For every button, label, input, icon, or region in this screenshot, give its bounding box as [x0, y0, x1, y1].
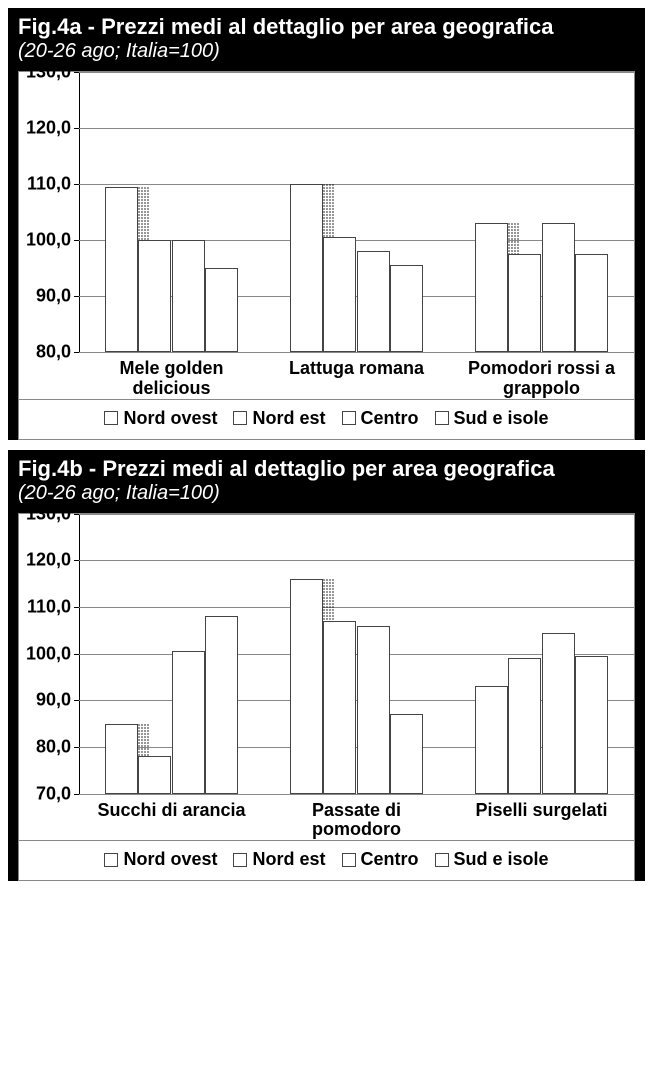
- legend-item: Nord ovest: [104, 408, 217, 429]
- chart-fig4b: Fig.4b - Prezzi medi al dettaglio per ar…: [8, 450, 645, 882]
- y-tick-label: 90,0: [36, 690, 71, 711]
- chart-b-subtitle: (20-26 ago; Italia=100): [8, 482, 645, 513]
- legend-item: Nord est: [233, 408, 325, 429]
- legend-label: Nord ovest: [123, 849, 217, 870]
- legend-item: Centro: [342, 408, 419, 429]
- chart-a-title: Fig.4a - Prezzi medi al dettaglio per ar…: [8, 8, 645, 40]
- bar: [475, 223, 508, 352]
- bar: [323, 237, 356, 352]
- bar: [138, 240, 171, 352]
- y-tick-label: 110,0: [27, 596, 71, 617]
- legend-swatch: [342, 853, 356, 867]
- bar: [575, 254, 608, 352]
- y-tick: [74, 794, 79, 795]
- bar-shadow: [138, 187, 150, 240]
- bar: [172, 651, 205, 793]
- bar: [542, 633, 575, 794]
- x-label: Piselli surgelati: [449, 801, 634, 841]
- legend-swatch: [233, 853, 247, 867]
- legend-swatch: [233, 411, 247, 425]
- chart-a-plot: 80,090,0100,0110,0120,0130,0: [79, 72, 634, 352]
- bar: [575, 656, 608, 794]
- x-label: Lattuga romana: [264, 359, 449, 399]
- bar: [105, 724, 138, 794]
- y-tick-label: 90,0: [36, 286, 71, 307]
- gridline: [79, 794, 634, 795]
- chart-a-legend: Nord ovest Nord est Centro Sud e isole: [18, 400, 635, 440]
- legend-item: Nord ovest: [104, 849, 217, 870]
- bar: [105, 187, 138, 352]
- bar: [542, 223, 575, 352]
- bar: [357, 626, 390, 794]
- y-tick-label: 100,0: [26, 230, 71, 251]
- bar: [205, 268, 238, 352]
- bar: [475, 686, 508, 793]
- chart-a-subtitle: (20-26 ago; Italia=100): [8, 40, 645, 71]
- bar-shadow: [138, 724, 150, 757]
- bar: [290, 184, 323, 352]
- y-tick-label: 120,0: [26, 118, 71, 139]
- bar-shadow: [508, 223, 520, 254]
- legend-swatch: [435, 853, 449, 867]
- chart-b-y-axis: 70,080,090,0100,0110,0120,0130,0: [19, 514, 79, 794]
- y-tick-label: 110,0: [27, 174, 71, 195]
- legend-swatch: [104, 853, 118, 867]
- chart-a-y-axis: 80,090,0100,0110,0120,0130,0: [19, 72, 79, 352]
- chart-b-area: 70,080,090,0100,0110,0120,0130,0 Succhi …: [18, 513, 635, 842]
- chart-b-bars: [79, 514, 634, 794]
- chart-a-area: 80,090,0100,0110,0120,0130,0 Mele golden…: [18, 71, 635, 400]
- y-tick: [74, 352, 79, 353]
- legend-item: Sud e isole: [435, 408, 549, 429]
- chart-b-plot: 70,080,090,0100,0110,0120,0130,0: [79, 514, 634, 794]
- y-tick-label: 80,0: [36, 342, 71, 363]
- bar: [205, 616, 238, 793]
- legend-item: Sud e isole: [435, 849, 549, 870]
- legend-label: Nord est: [252, 849, 325, 870]
- legend-swatch: [342, 411, 356, 425]
- x-label: Succhi di arancia: [79, 801, 264, 841]
- gridline: [79, 352, 634, 353]
- bar: [508, 658, 541, 793]
- legend-label: Sud e isole: [454, 849, 549, 870]
- bar: [357, 251, 390, 352]
- y-tick-label: 130,0: [26, 62, 71, 83]
- legend-label: Centro: [361, 849, 419, 870]
- bar: [138, 756, 171, 793]
- legend-label: Sud e isole: [454, 408, 549, 429]
- bar-shadow: [323, 184, 335, 237]
- x-label: Passate di pomodoro: [264, 801, 449, 841]
- chart-a-x-labels: Mele golden deliciousLattuga romanaPomod…: [79, 353, 634, 399]
- chart-b-title: Fig.4b - Prezzi medi al dettaglio per ar…: [8, 450, 645, 482]
- x-label: Mele golden delicious: [79, 359, 264, 399]
- legend-item: Centro: [342, 849, 419, 870]
- legend-item: Nord est: [233, 849, 325, 870]
- chart-b-x-labels: Succhi di aranciaPassate di pomodoroPise…: [79, 795, 634, 841]
- bar: [390, 714, 423, 793]
- legend-label: Centro: [361, 408, 419, 429]
- bar: [323, 621, 356, 794]
- chart-b-legend: Nord ovest Nord est Centro Sud e isole: [18, 841, 635, 881]
- bar: [390, 265, 423, 352]
- y-tick-label: 100,0: [26, 643, 71, 664]
- bar: [290, 579, 323, 794]
- legend-label: Nord ovest: [123, 408, 217, 429]
- chart-a-bars: [79, 72, 634, 352]
- legend-label: Nord est: [252, 408, 325, 429]
- bar-shadow: [323, 579, 335, 621]
- bar: [508, 254, 541, 352]
- chart-fig4a: Fig.4a - Prezzi medi al dettaglio per ar…: [8, 8, 645, 440]
- legend-swatch: [435, 411, 449, 425]
- legend-swatch: [104, 411, 118, 425]
- bar: [172, 240, 205, 352]
- y-tick-label: 70,0: [36, 783, 71, 804]
- y-tick-label: 80,0: [36, 736, 71, 757]
- y-tick-label: 130,0: [26, 503, 71, 524]
- x-label: Pomodori rossi a grappolo: [449, 359, 634, 399]
- y-tick-label: 120,0: [26, 550, 71, 571]
